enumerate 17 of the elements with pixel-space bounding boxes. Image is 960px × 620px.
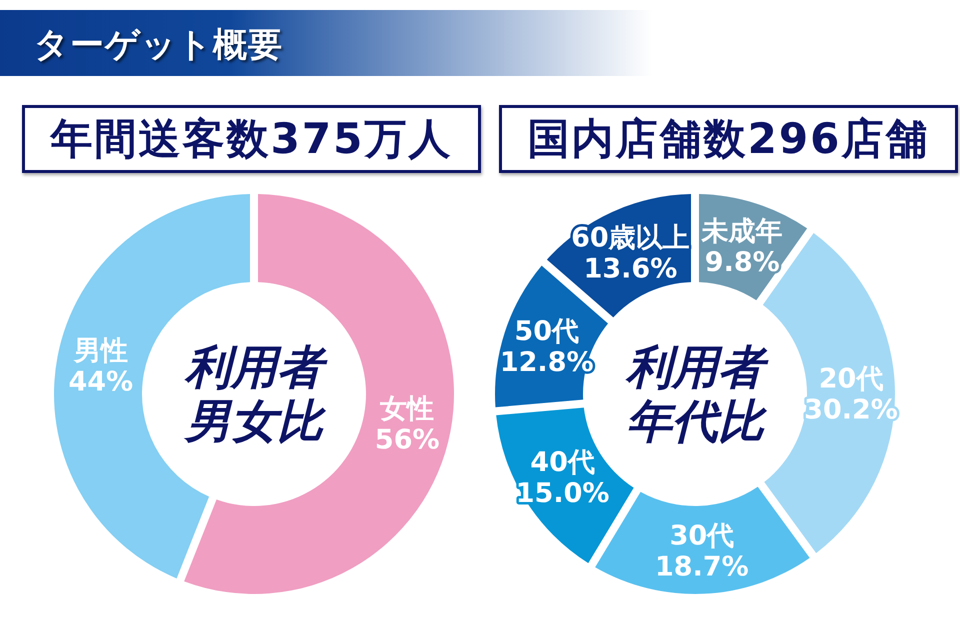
text: 利用者年代比 — [624, 340, 770, 448]
data-label: 44% — [68, 366, 134, 398]
slice-label: 男性 — [72, 335, 128, 366]
slice-label: 30代 — [670, 520, 734, 552]
text: ターゲット概要 — [34, 24, 283, 67]
text: 利用者男女比 — [183, 340, 329, 448]
slice-label: 40代 — [530, 446, 595, 478]
slice-label: 女性 — [379, 394, 434, 425]
data-label: 9.8% — [704, 246, 780, 278]
data-label: 18.7% — [655, 551, 749, 582]
text: 年間送客数375万人 — [22, 105, 481, 173]
slice-label: 20代 — [818, 363, 884, 394]
slice-label: 50代 — [514, 316, 579, 348]
data-label: 56% — [374, 424, 440, 456]
text: 国内店舗数296店舗 — [499, 105, 958, 173]
slice-label: 未成年 — [700, 216, 783, 247]
data-label: 13.6% — [584, 253, 678, 284]
